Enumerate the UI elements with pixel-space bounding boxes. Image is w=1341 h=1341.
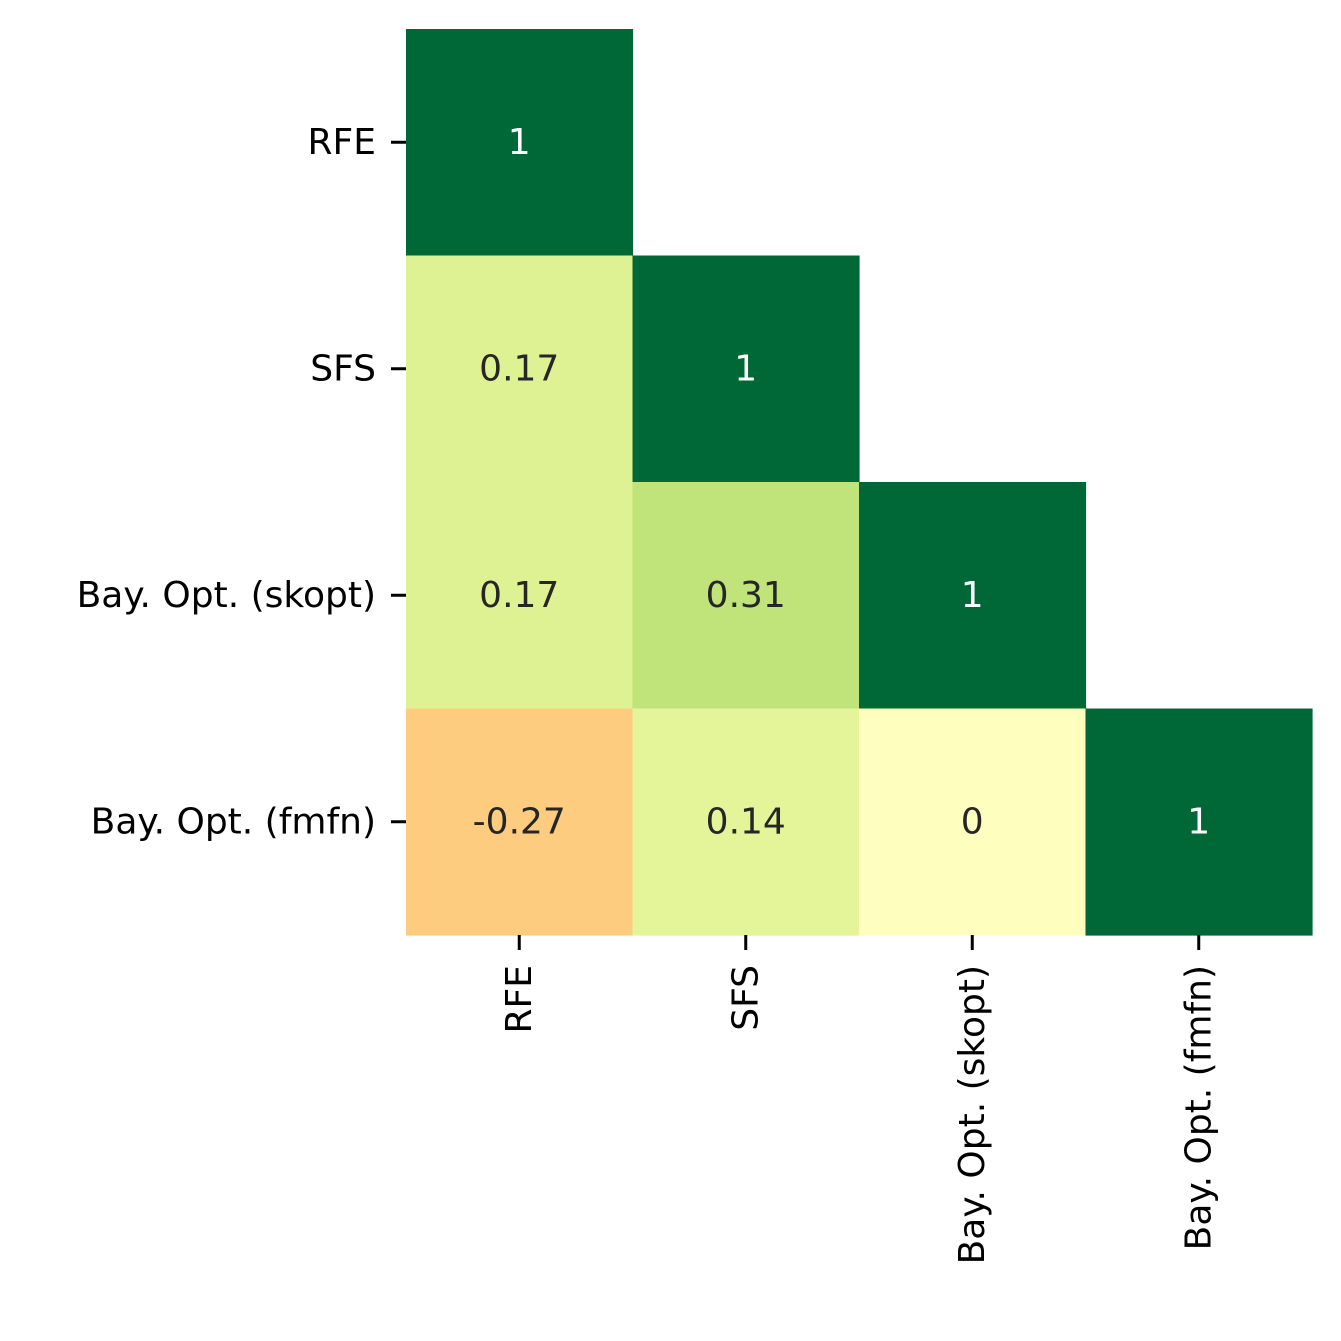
cell-value-label: 0.14 [706,801,786,842]
heatmap-cell [632,482,860,710]
cell-value-label: 0 [961,801,984,842]
x-tick-label: SFS [725,965,766,1031]
x-axis: RFE SFS Bay. Opt. (skopt) Bay. Opt. (fmfn) [499,935,1219,1264]
y-tick-label: Bay. Opt. (skopt) [77,575,376,616]
cell-value-label: 1 [1187,801,1210,842]
heatmap-cell [406,29,634,257]
heatmap-cell [406,708,634,936]
cell-value-label: 1 [734,348,757,389]
heatmap-cell [632,708,860,936]
cell-value-label: 0.17 [479,348,559,389]
heatmap-cell [406,482,634,710]
cell-value-label: 1 [508,122,531,163]
y-tick-label: Bay. Opt. (fmfn) [91,801,376,842]
cell-value-label: 0.31 [706,575,786,616]
heatmap-cell [406,255,634,483]
heatmap-cell [859,482,1087,710]
heatmap-cell [632,255,860,483]
heatmap-cell-labels: 1 0.17 1 0.17 0.31 1 -0.27 0.14 0 1 [473,122,1211,843]
heatmap-cells [406,29,1313,936]
cell-value-label: -0.27 [473,801,566,842]
heatmap-cell [1085,708,1313,936]
x-tick-label: Bay. Opt. (fmfn) [1178,965,1219,1250]
y-tick-label: SFS [310,348,376,389]
y-tick-label: RFE [308,122,376,163]
cell-value-label: 0.17 [479,575,559,616]
x-tick-label: RFE [499,965,540,1033]
cell-value-label: 1 [961,575,984,616]
x-tick-label: Bay. Opt. (skopt) [952,965,993,1264]
y-axis: RFE SFS Bay. Opt. (skopt) Bay. Opt. (fmfn) [77,122,406,842]
heatmap-cell [859,708,1087,936]
